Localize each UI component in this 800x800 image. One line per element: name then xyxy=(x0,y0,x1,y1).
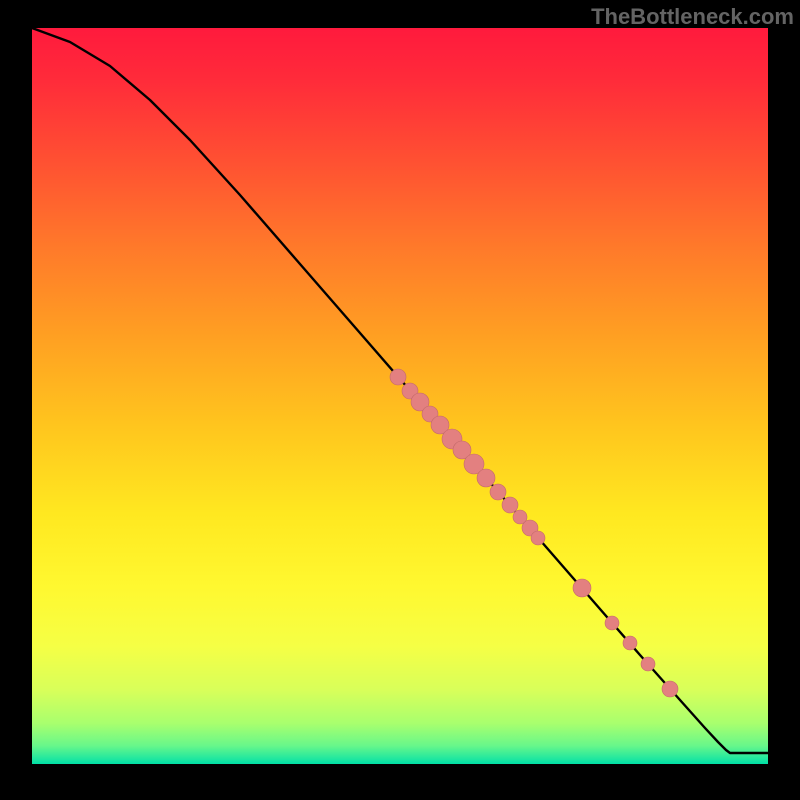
scatter-marker xyxy=(662,681,678,697)
scatter-marker xyxy=(623,636,637,650)
curve-line xyxy=(32,28,768,753)
scatter-marker xyxy=(502,497,518,513)
watermark-text: TheBottleneck.com xyxy=(591,4,794,30)
chart-svg xyxy=(32,28,768,764)
plot-area xyxy=(32,28,768,764)
scatter-marker xyxy=(477,469,495,487)
marker-group xyxy=(390,369,678,697)
scatter-marker xyxy=(390,369,406,385)
scatter-marker xyxy=(641,657,655,671)
scatter-marker xyxy=(573,579,591,597)
scatter-marker xyxy=(490,484,506,500)
scatter-marker xyxy=(531,531,545,545)
scatter-marker xyxy=(605,616,619,630)
chart-canvas: TheBottleneck.com xyxy=(0,0,800,800)
